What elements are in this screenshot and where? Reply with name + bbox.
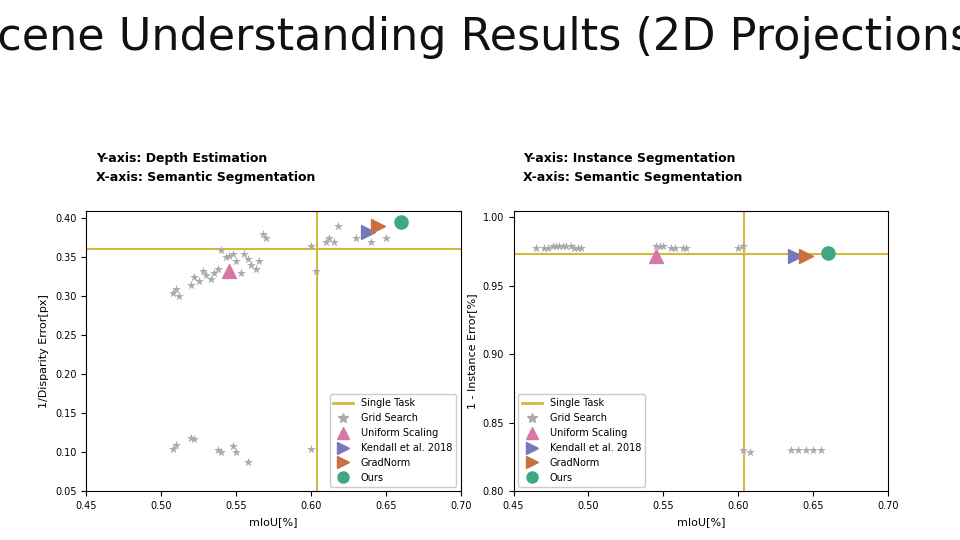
Point xyxy=(258,234,274,242)
Point xyxy=(559,242,574,251)
Text: Y-axis: Instance Segmentation: Y-axis: Instance Segmentation xyxy=(523,152,735,165)
X-axis label: mIoU[%]: mIoU[%] xyxy=(677,517,725,526)
Point xyxy=(203,275,218,284)
Point xyxy=(240,255,255,264)
Text: Scene Understanding Results (2D Projections): Scene Understanding Results (2D Projecti… xyxy=(0,16,960,59)
Point xyxy=(783,446,799,455)
Point xyxy=(667,243,683,252)
Point xyxy=(742,447,757,456)
Point xyxy=(548,242,564,251)
Point xyxy=(228,448,244,457)
Point xyxy=(663,243,679,252)
Legend: Single Task, Grid Search, Uniform Scaling, Kendall et al. 2018, GradNorm, Ours: Single Task, Grid Search, Uniform Scalin… xyxy=(329,394,456,487)
Y-axis label: 1/Disparity Error[px]: 1/Disparity Error[px] xyxy=(39,294,50,408)
Point xyxy=(196,267,211,276)
Point xyxy=(210,265,226,273)
Point xyxy=(165,288,180,297)
Point xyxy=(248,265,263,273)
Point xyxy=(805,446,821,455)
Point xyxy=(678,243,693,252)
Point xyxy=(787,252,803,260)
Text: X-axis: Semantic Segmentation: X-axis: Semantic Segmentation xyxy=(96,171,316,184)
Point xyxy=(319,238,334,246)
Point xyxy=(528,243,543,252)
Point xyxy=(226,442,241,450)
Point xyxy=(218,253,233,262)
Point xyxy=(303,241,319,250)
Point xyxy=(244,261,259,269)
Point xyxy=(648,242,663,251)
Point xyxy=(551,242,566,251)
Point xyxy=(570,243,586,252)
Point xyxy=(565,243,581,252)
Point xyxy=(563,242,578,251)
Point xyxy=(821,249,836,258)
Point xyxy=(735,446,751,455)
Point xyxy=(330,222,346,231)
Point xyxy=(573,243,588,252)
Point xyxy=(735,242,751,251)
Point xyxy=(213,447,228,456)
Point xyxy=(378,234,394,242)
Point xyxy=(165,444,180,453)
Point xyxy=(183,280,199,289)
Point xyxy=(251,257,266,266)
Point xyxy=(186,273,202,281)
Point xyxy=(169,284,184,293)
Point xyxy=(731,243,746,252)
Point xyxy=(540,243,556,252)
Point xyxy=(360,227,375,236)
Point xyxy=(186,435,202,443)
X-axis label: mIoU[%]: mIoU[%] xyxy=(250,517,298,526)
Text: X-axis: Semantic Segmentation: X-axis: Semantic Segmentation xyxy=(523,171,743,184)
Point xyxy=(322,234,337,242)
Point xyxy=(648,252,663,260)
Point xyxy=(206,269,222,278)
Point xyxy=(798,446,813,455)
Point xyxy=(236,249,252,258)
Text: Y-axis: Depth Estimation: Y-axis: Depth Estimation xyxy=(96,152,267,165)
Point xyxy=(653,242,668,251)
Point xyxy=(240,457,255,466)
Point xyxy=(226,249,241,258)
Point xyxy=(555,242,570,251)
Point xyxy=(813,446,828,455)
Point xyxy=(303,445,319,454)
Point xyxy=(191,276,206,285)
Y-axis label: 1 - Instance Error[%]: 1 - Instance Error[%] xyxy=(467,293,477,409)
Point xyxy=(228,257,244,266)
Point xyxy=(183,434,199,443)
Point xyxy=(348,234,364,242)
Point xyxy=(656,242,671,251)
Point xyxy=(371,222,386,231)
Point xyxy=(169,440,184,449)
Point xyxy=(675,243,690,252)
Point xyxy=(536,243,551,252)
Point xyxy=(545,242,561,251)
Point xyxy=(798,252,813,260)
Point xyxy=(233,269,249,278)
Point xyxy=(394,218,409,227)
Legend: Single Task, Grid Search, Uniform Scaling, Kendall et al. 2018, GradNorm, Ours: Single Task, Grid Search, Uniform Scalin… xyxy=(518,394,645,487)
Point xyxy=(210,446,226,454)
Point xyxy=(308,266,324,275)
Point xyxy=(325,238,341,246)
Point xyxy=(172,292,187,301)
Point xyxy=(213,245,228,254)
Point xyxy=(199,270,214,279)
Point xyxy=(221,252,236,260)
Point xyxy=(221,266,236,275)
Point xyxy=(790,446,805,455)
Point xyxy=(255,230,271,238)
Point xyxy=(363,238,378,246)
